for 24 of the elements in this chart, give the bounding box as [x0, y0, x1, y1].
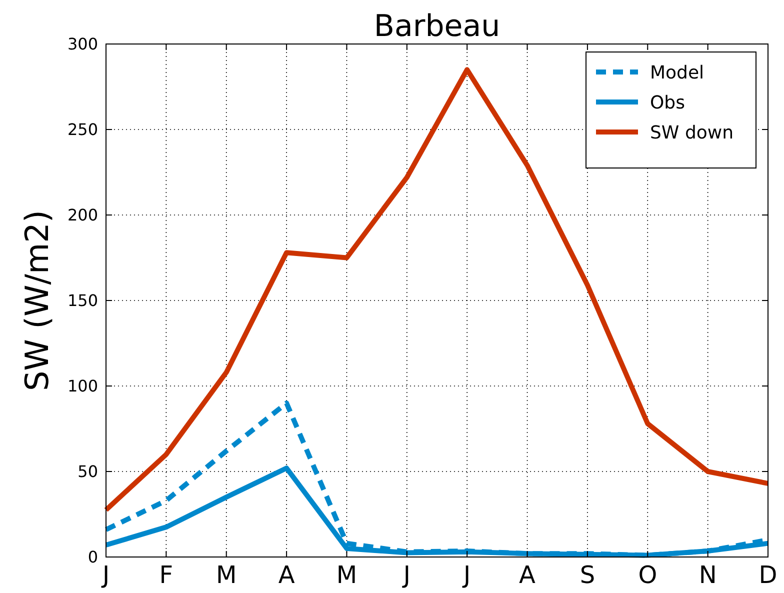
- y-tick-label: 0: [88, 548, 98, 567]
- x-tick-label: S: [580, 561, 596, 589]
- y-tick-label: 150: [67, 291, 98, 310]
- x-tick-label: D: [758, 561, 778, 589]
- x-tick-label: A: [278, 561, 296, 589]
- y-tick-label: 250: [67, 120, 98, 140]
- x-tick-label: J: [100, 561, 110, 589]
- y-tick-label: 200: [67, 206, 98, 225]
- x-tick-label: F: [159, 561, 174, 589]
- legend-label: SW down: [650, 122, 734, 144]
- y-tick-label: 100: [67, 376, 98, 396]
- legend-label: Obs: [650, 92, 685, 114]
- x-tick-label: N: [698, 561, 717, 589]
- x-tick-label: J: [401, 561, 410, 589]
- x-tick-label: J: [462, 561, 471, 589]
- y-axis-title: SW (W/m2): [18, 210, 56, 392]
- legend-label: Model: [650, 62, 704, 84]
- x-tick-label: M: [336, 561, 358, 589]
- x-tick-label: A: [519, 561, 536, 589]
- y-tick-label: 50: [78, 462, 98, 482]
- x-tick-label: M: [216, 561, 237, 589]
- chart-title: Barbeau: [374, 9, 500, 44]
- x-tick-label: O: [638, 561, 658, 589]
- y-tick-label: 300: [67, 34, 98, 54]
